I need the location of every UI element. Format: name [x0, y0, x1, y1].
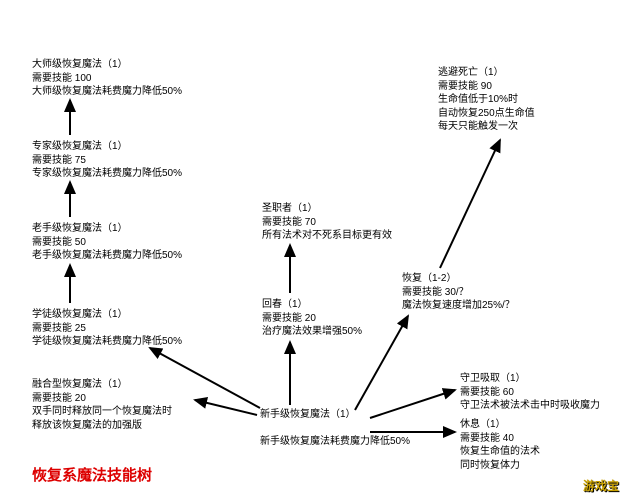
node-line: 需要技能 20	[262, 312, 362, 326]
node-line: 融合型恢复魔法（1）	[32, 378, 172, 392]
node-line: 治疗魔法效果增强50%	[262, 325, 362, 339]
node-line: 老手级恢复魔法耗费魔力降低50%	[32, 249, 182, 263]
node-line: 每天只能触发一次	[438, 120, 535, 134]
node-line: 需要技能 100	[32, 72, 182, 86]
node-line: 需要技能 40	[460, 432, 540, 446]
node-line: 需要技能 70	[262, 216, 392, 230]
node-line: 守卫法术被法术击中时吸收魔力	[460, 399, 600, 413]
node-line: 专家级恢复魔法（1）	[32, 140, 182, 154]
node-line	[260, 422, 410, 436]
node-line: 大师级恢复魔法耗费魔力降低50%	[32, 85, 182, 99]
node-line: 休息（1）	[460, 418, 540, 432]
node-line: 专家级恢复魔法耗费魔力降低50%	[32, 167, 182, 181]
node-line: 释放该恢复魔法的加强版	[32, 419, 172, 433]
node-adept: 老手级恢复魔法（1）需要技能 50老手级恢复魔法耗费魔力降低50%	[32, 222, 182, 263]
node-line: 圣职者（1）	[262, 202, 392, 216]
node-line: 大师级恢复魔法（1）	[32, 58, 182, 72]
node-line: 学徒级恢复魔法（1）	[32, 308, 182, 322]
node-fusion: 融合型恢复魔法（1）需要技能 20双手同时释放同一个恢复魔法时释放该恢复魔法的加…	[32, 378, 172, 432]
node-line: 需要技能 50	[32, 236, 182, 250]
node-line: 所有法术对不死系目标更有效	[262, 229, 392, 243]
node-line: 恢复（1-2）	[402, 272, 515, 286]
node-line: 魔法恢复速度增加25%/？	[402, 299, 515, 313]
node-line: 需要技能 75	[32, 154, 182, 168]
node-regen: 回春（1）需要技能 20治疗魔法效果增强50%	[262, 298, 362, 339]
node-line: 需要技能 90	[438, 80, 535, 94]
node-line: 恢复生命值的法术	[460, 445, 540, 459]
node-line: 自动恢复250点生命值	[438, 107, 535, 121]
node-master: 大师级恢复魔法（1）需要技能 100大师级恢复魔法耗费魔力降低50%	[32, 58, 182, 99]
node-evade: 逃避死亡（1）需要技能 90生命值低于10%时自动恢复250点生命值每天只能触发…	[438, 66, 535, 134]
node-expert: 专家级恢复魔法（1）需要技能 75专家级恢复魔法耗费魔力降低50%	[32, 140, 182, 181]
node-line: 老手级恢复魔法（1）	[32, 222, 182, 236]
node-line: 守卫吸取（1）	[460, 372, 600, 386]
site-logo: 游戏宝	[583, 477, 619, 494]
node-line: 需要技能 25	[32, 322, 182, 336]
node-line: 需要技能 30/？	[402, 286, 515, 300]
node-rest: 休息（1）需要技能 40恢复生命值的法术同时恢复体力	[460, 418, 540, 472]
node-line: 回春（1）	[262, 298, 362, 312]
node-recover: 恢复（1-2）需要技能 30/？魔法恢复速度增加25%/？	[402, 272, 515, 313]
edge-arrow	[355, 316, 408, 410]
node-line: 需要技能 20	[32, 392, 172, 406]
node-line: 生命值低于10%时	[438, 93, 535, 107]
node-wardabsorb: 守卫吸取（1）需要技能 60守卫法术被法术击中时吸收魔力	[460, 372, 600, 413]
node-line: 同时恢复体力	[460, 459, 540, 473]
node-line: 新手级恢复魔法（1）	[260, 408, 410, 422]
node-line: 逃避死亡（1）	[438, 66, 535, 80]
edge-arrow	[440, 140, 500, 268]
node-priest: 圣职者（1）需要技能 70所有法术对不死系目标更有效	[262, 202, 392, 243]
edge-arrow	[195, 400, 257, 415]
node-line: 双手同时释放同一个恢复魔法时	[32, 405, 172, 419]
node-line: 新手级恢复魔法耗费魔力降低50%	[260, 435, 410, 449]
node-root: 新手级恢复魔法（1） 新手级恢复魔法耗费魔力降低50%	[260, 408, 410, 449]
node-line: 学徒级恢复魔法耗费魔力降低50%	[32, 335, 182, 349]
node-line: 需要技能 60	[460, 386, 600, 400]
diagram-title: 恢复系魔法技能树	[32, 464, 152, 485]
node-apprentice: 学徒级恢复魔法（1）需要技能 25学徒级恢复魔法耗费魔力降低50%	[32, 308, 182, 349]
